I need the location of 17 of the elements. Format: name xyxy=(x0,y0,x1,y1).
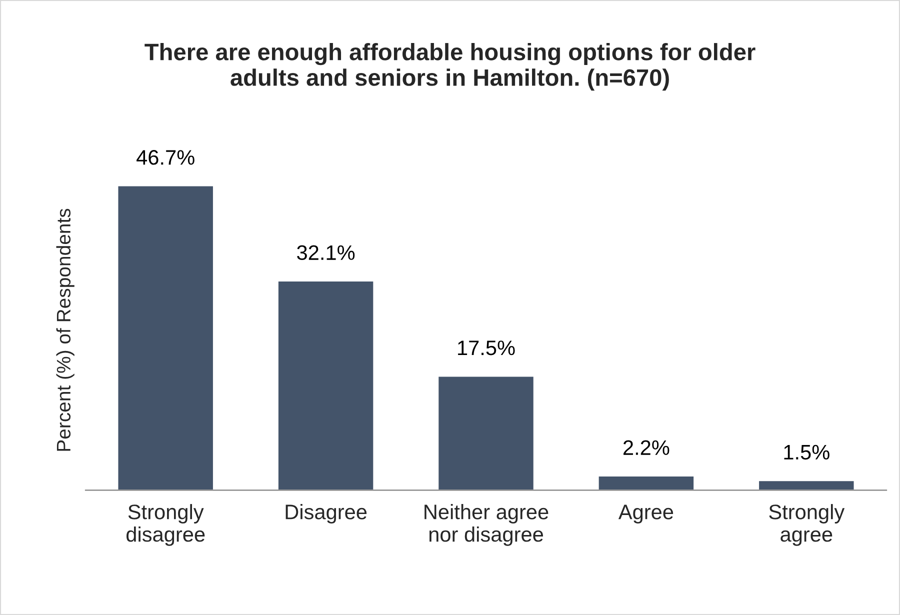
data-label: 46.7% xyxy=(136,150,194,165)
x-tick-label: Strongly disagree xyxy=(126,504,205,546)
x-tick-label: Neither agree nor disagree xyxy=(424,504,548,546)
y-axis-title: Percent (%) of Respondents xyxy=(56,208,74,451)
chart-title: There are enough affordable housing options for older adults and seniors in Hamilton. (n=670) xyxy=(144,43,756,91)
x-tick-label: Disagree xyxy=(286,504,367,524)
bar xyxy=(437,375,535,490)
data-label: 1.5% xyxy=(784,444,830,460)
bar xyxy=(277,280,375,490)
data-label: 32.1% xyxy=(297,245,355,260)
data-label: 17.5% xyxy=(458,340,515,356)
bar xyxy=(597,475,695,490)
bar xyxy=(758,480,856,490)
x-tick-label: Strongly agree xyxy=(769,504,845,546)
data-label: 2.2% xyxy=(624,440,670,455)
bar xyxy=(116,184,214,490)
x-tick-label: Agree xyxy=(618,504,674,524)
